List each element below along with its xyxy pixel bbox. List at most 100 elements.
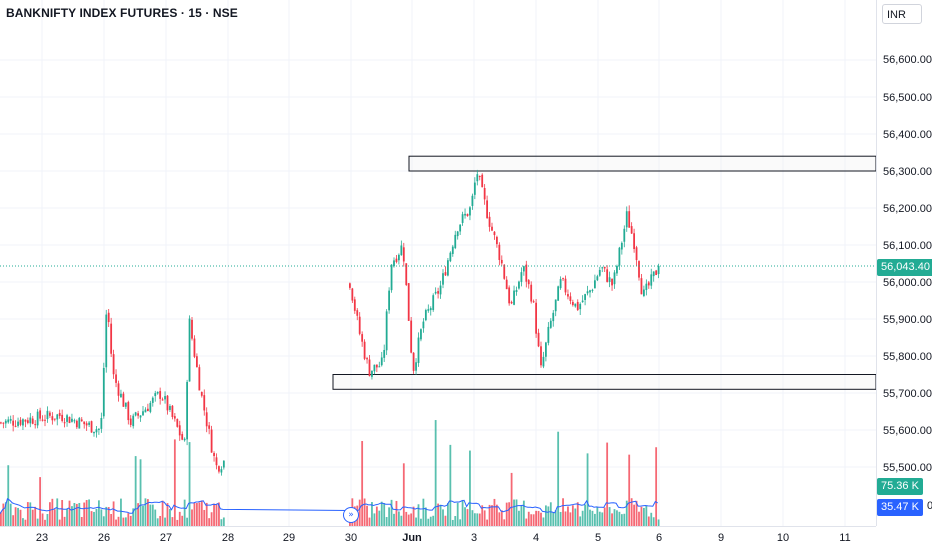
volume-bar: [522, 500, 525, 526]
candle-body: [88, 422, 90, 425]
volume-bar: [447, 503, 449, 526]
volume-bar: [552, 512, 555, 526]
candle-body: [142, 411, 144, 416]
candle-body: [439, 285, 442, 295]
volume-bar: [66, 508, 68, 526]
volume-bar: [439, 504, 442, 526]
volume-bar: [156, 518, 159, 526]
volume-bar: [117, 516, 120, 526]
candle-body: [508, 287, 511, 304]
candle-body: [623, 228, 626, 242]
candle-body: [61, 414, 64, 421]
candle-body: [620, 242, 623, 250]
volume-bar: [61, 499, 64, 526]
volume-bar: [363, 498, 366, 526]
candle-body: [22, 419, 24, 426]
volume-bar: [63, 516, 66, 526]
volume-bar: [532, 514, 535, 526]
candle-body: [9, 418, 12, 421]
volume-bar: [518, 510, 520, 526]
candle-body: [132, 415, 135, 427]
volume-bar: [176, 519, 179, 526]
candle-body: [486, 200, 488, 219]
time-tick: 5: [594, 532, 602, 544]
candle-body: [356, 310, 359, 316]
candle-body: [186, 381, 188, 440]
candle-body: [429, 308, 432, 311]
volume-bar: [451, 519, 454, 526]
volume-bar: [508, 502, 511, 526]
volume-bar: [183, 499, 186, 526]
volume-bar: [361, 441, 364, 526]
candle-body: [58, 413, 61, 416]
volume-bar: [105, 506, 108, 526]
candle-body: [598, 269, 601, 276]
candle-body: [410, 320, 413, 353]
candle-body: [650, 274, 653, 286]
candle-body: [643, 289, 645, 296]
volume-bar: [405, 511, 408, 526]
volume-bar: [90, 511, 93, 526]
volume-bar: [476, 513, 479, 526]
volume-bar: [415, 517, 417, 526]
volume-bar: [368, 517, 371, 526]
price-axis[interactable]: [876, 0, 932, 526]
volume-bar: [410, 513, 413, 526]
candle-body: [584, 294, 586, 300]
candle-body: [173, 416, 176, 419]
candle-body: [549, 320, 552, 328]
candle-body: [63, 422, 66, 424]
candle-body: [393, 260, 395, 267]
candle-body: [407, 283, 410, 321]
volume-bar: [159, 515, 162, 526]
time-axis[interactable]: [0, 526, 876, 551]
candle-body: [188, 318, 191, 382]
candle-body: [466, 213, 469, 217]
candle-body: [66, 415, 68, 422]
volume-bar: [220, 519, 223, 526]
volume-bar: [4, 502, 7, 526]
candle-body: [215, 457, 218, 466]
candle-body: [510, 301, 513, 304]
candle-body: [73, 420, 76, 422]
candle-body: [210, 429, 213, 453]
volume-bar: [520, 505, 523, 526]
candle-body: [7, 419, 10, 423]
candle-body: [134, 412, 137, 416]
volume-bar: [603, 507, 606, 526]
volume-bar: [444, 515, 447, 526]
candle-body: [147, 408, 149, 412]
volume-bar: [139, 459, 142, 526]
volume-bar: [210, 512, 213, 526]
volume-bar: [643, 507, 645, 526]
candle-body: [196, 356, 198, 368]
candle-body: [349, 283, 351, 288]
volume-bar: [31, 509, 34, 526]
volume-bar: [203, 509, 206, 526]
volume-bar: [71, 506, 73, 526]
candle-body: [4, 420, 7, 424]
candle-body: [198, 367, 201, 391]
currency-button[interactable]: INR: [882, 4, 922, 24]
candle-body: [75, 420, 78, 428]
candle-body: [628, 211, 631, 228]
candle-body: [527, 280, 530, 285]
volume-bar: [471, 510, 474, 526]
volume-bar: [513, 499, 515, 526]
volume-bar: [164, 517, 166, 526]
volume-bar: [549, 502, 552, 526]
candle-body: [400, 245, 403, 256]
price-tick: 55,500.00: [883, 462, 932, 474]
go-to-date-icon[interactable]: »: [343, 507, 359, 523]
candle-body: [647, 282, 650, 286]
candle-body: [471, 195, 474, 206]
candle-body: [110, 323, 113, 354]
candle-body: [385, 311, 388, 351]
volume-bar: [166, 503, 169, 526]
candle-body: [542, 356, 545, 367]
symbol-title[interactable]: BANKNIFTY INDEX FUTURES · 15 · NSE: [6, 6, 238, 20]
candles: [0, 169, 660, 476]
candle-body: [402, 247, 405, 262]
volume-bar: [53, 509, 56, 526]
